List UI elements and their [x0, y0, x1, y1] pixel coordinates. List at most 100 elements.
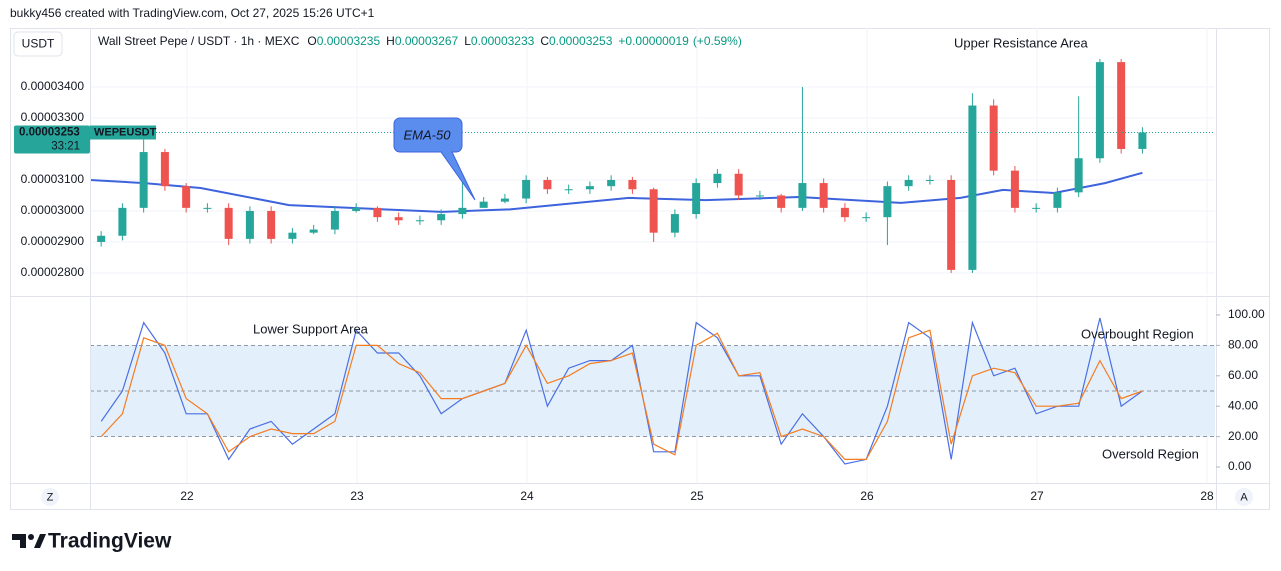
logo-text: TradingView — [48, 530, 172, 553]
candle-body — [182, 186, 191, 208]
candle-body — [139, 152, 148, 208]
candle-body — [670, 214, 679, 233]
z-label: Z — [47, 491, 54, 503]
candle-body — [840, 207, 849, 218]
ema-callout — [393, 117, 476, 201]
symbol-box — [90, 125, 156, 140]
candle-body — [458, 207, 467, 215]
change-percent: (+0.59%) — [693, 34, 742, 48]
currency: USDT — [22, 37, 55, 51]
y2-tick-label: 100.00 — [1228, 307, 1265, 321]
candle-body — [564, 189, 573, 191]
x-tick-label: 26 — [860, 489, 874, 503]
candle-body — [607, 179, 616, 187]
ohlc-label: O — [307, 34, 316, 48]
candle-body — [989, 105, 998, 171]
candle-body — [437, 214, 446, 221]
candle-body — [755, 195, 764, 197]
ohlc-value: 0.00003253 — [549, 34, 613, 48]
frame — [10, 28, 1270, 510]
ohlc-label: H — [386, 34, 395, 48]
y-tick-label: 0.00002900 — [21, 234, 85, 248]
candle-body — [330, 210, 339, 230]
change: +0.00000019 — [618, 34, 689, 48]
candle-body — [522, 179, 531, 199]
candle-body — [1074, 158, 1083, 193]
candle-body — [628, 179, 637, 190]
data-layer — [90, 59, 1215, 465]
candle-body — [224, 207, 233, 239]
candle-body — [1032, 207, 1041, 209]
candle-body — [118, 207, 127, 236]
candle-body — [543, 179, 552, 190]
indicator-line — [100, 317, 1143, 465]
candle-body — [1053, 192, 1062, 208]
x-tick-label: 27 — [1030, 489, 1044, 503]
candle-body — [925, 179, 934, 181]
candle-body — [245, 210, 254, 239]
candle-body — [415, 220, 424, 222]
candle-body — [352, 207, 361, 211]
candle-body — [373, 207, 382, 218]
candle-body — [267, 210, 276, 239]
candle-body — [904, 179, 913, 187]
candle-body — [160, 152, 169, 187]
candle-body — [500, 198, 509, 202]
ema-label: EMA-50 — [404, 127, 452, 142]
a-button[interactable] — [1235, 488, 1253, 506]
credit: bukky456 created with TradingView.com, O… — [10, 6, 375, 20]
candle-body — [968, 105, 977, 270]
symbol-header: Wall Street Pepe / USDT · 1h · MEXC O0.00… — [98, 34, 742, 48]
candle-body — [1117, 62, 1126, 149]
ohlc-value: 0.00003267 — [395, 34, 459, 48]
ohlc-value: 0.00003235 — [317, 34, 381, 48]
candle-body — [798, 183, 807, 208]
y-tick-label: 0.00002800 — [21, 265, 85, 279]
y-tick-label: 0.00003400 — [21, 79, 85, 93]
y2-tick-label: 20.00 — [1228, 429, 1258, 443]
y2-tick-label: 80.00 — [1228, 338, 1258, 352]
z-button[interactable] — [41, 488, 59, 506]
label-layer: 22 23 24 25 26 27 28 0.00002800 0.00002900 0.0000… — [14, 35, 1265, 503]
last-price: 0.00003253 — [19, 127, 80, 139]
annotation: Overbought Region — [1081, 326, 1194, 341]
currency-button[interactable] — [13, 31, 63, 57]
indicator-line — [100, 329, 1143, 460]
candle-body — [97, 235, 106, 242]
ohlc-label: C — [540, 34, 549, 48]
y2-tick-label: 40.00 — [1228, 398, 1258, 412]
y2-tick-label: 0.00 — [1228, 459, 1252, 473]
candle-body — [862, 217, 871, 219]
y2-tick-label: 60.00 — [1228, 368, 1258, 382]
symbol-title: Wall Street Pepe / USDT · 1h · MEXC — [98, 34, 300, 48]
ohlc-label: L — [464, 34, 471, 48]
candle-body — [713, 173, 722, 184]
candle-body — [734, 173, 743, 196]
candle-body — [692, 183, 701, 215]
annotation: Upper Resistance Area — [954, 35, 1088, 50]
candle-body — [1138, 132, 1147, 149]
annotation: Oversold Region — [1102, 446, 1199, 461]
candle-body — [288, 232, 297, 239]
candle-body — [1010, 170, 1019, 208]
y-tick-label: 0.00003300 — [21, 110, 85, 124]
background-layer — [90, 28, 1215, 483]
symbol: WEPEUSDT — [94, 126, 157, 138]
x-tick-label: 22 — [180, 489, 194, 503]
candle-body — [394, 217, 403, 221]
candle-body — [649, 189, 658, 233]
candle-body — [203, 207, 212, 209]
x-tick-label: 28 — [1200, 489, 1214, 503]
ema-line — [90, 171, 1143, 213]
annotation: Lower Support Area — [253, 321, 369, 336]
x-tick-label: 24 — [520, 489, 534, 503]
a-label: A — [1240, 491, 1248, 503]
candle-body — [883, 186, 892, 218]
candle-body — [309, 229, 318, 233]
candle-body — [947, 179, 956, 270]
x-tick-label: 23 — [350, 489, 364, 503]
last-price-box — [14, 125, 90, 154]
countdown: 33:21 — [51, 141, 80, 153]
y-tick-label: 0.00003100 — [21, 172, 85, 186]
